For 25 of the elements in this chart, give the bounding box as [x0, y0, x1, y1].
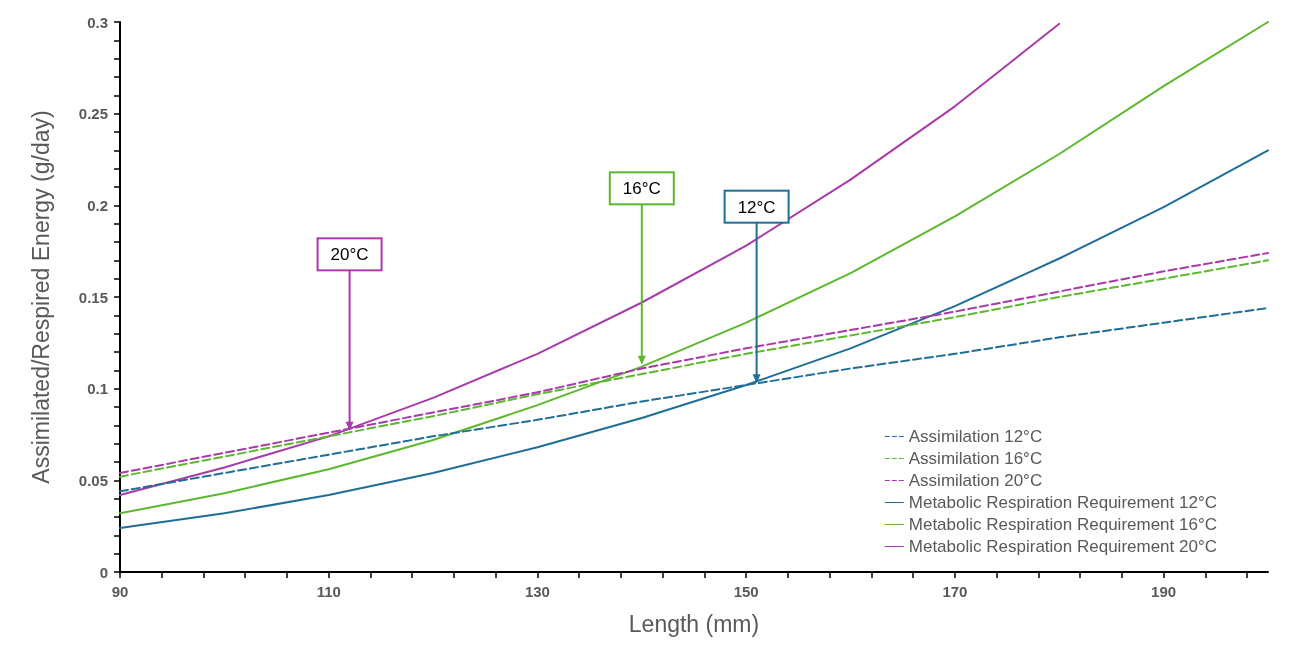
legend-label: Assimilation 12°C	[908, 427, 1043, 446]
legend-label: Metabolic Respiration Requirement 12°C	[908, 493, 1218, 512]
legend-label: Metabolic Respiration Requirement 20°C	[908, 537, 1218, 556]
y-tick-label: 0.2	[87, 196, 108, 214]
legend-label: Assimilation 20°C	[908, 471, 1043, 490]
x-axis-title: Length (mm)	[628, 610, 760, 637]
legend-label: Metabolic Respiration Requirement 16°C	[908, 515, 1218, 534]
line-series	[119, 21, 1269, 515]
x-tick-label: 90	[111, 583, 129, 600]
x-tick-label: 150	[733, 583, 759, 600]
y-tick-label: 0.25	[78, 105, 108, 123]
x-tick-label: 170	[942, 583, 968, 600]
annotation: 12°C	[737, 197, 776, 217]
y-tick-label: 0.05	[78, 471, 108, 489]
y-tick-label: 0.15	[78, 288, 108, 306]
y-axis-title: Assimilated/Respired Energy (g/day)	[27, 110, 54, 484]
x-tick-label: 110	[316, 583, 341, 600]
y-tick-label: 0	[99, 563, 108, 581]
legend-label: Assimilation 16°C	[908, 449, 1043, 468]
annotation: 16°C	[622, 179, 661, 199]
annotation: 20°C	[330, 245, 369, 265]
x-tick-label: 190	[1151, 583, 1177, 600]
y-tick-label: 0.3	[87, 13, 108, 31]
x-tick-label: 130	[524, 583, 550, 600]
y-tick-label: 0.1	[87, 380, 108, 398]
